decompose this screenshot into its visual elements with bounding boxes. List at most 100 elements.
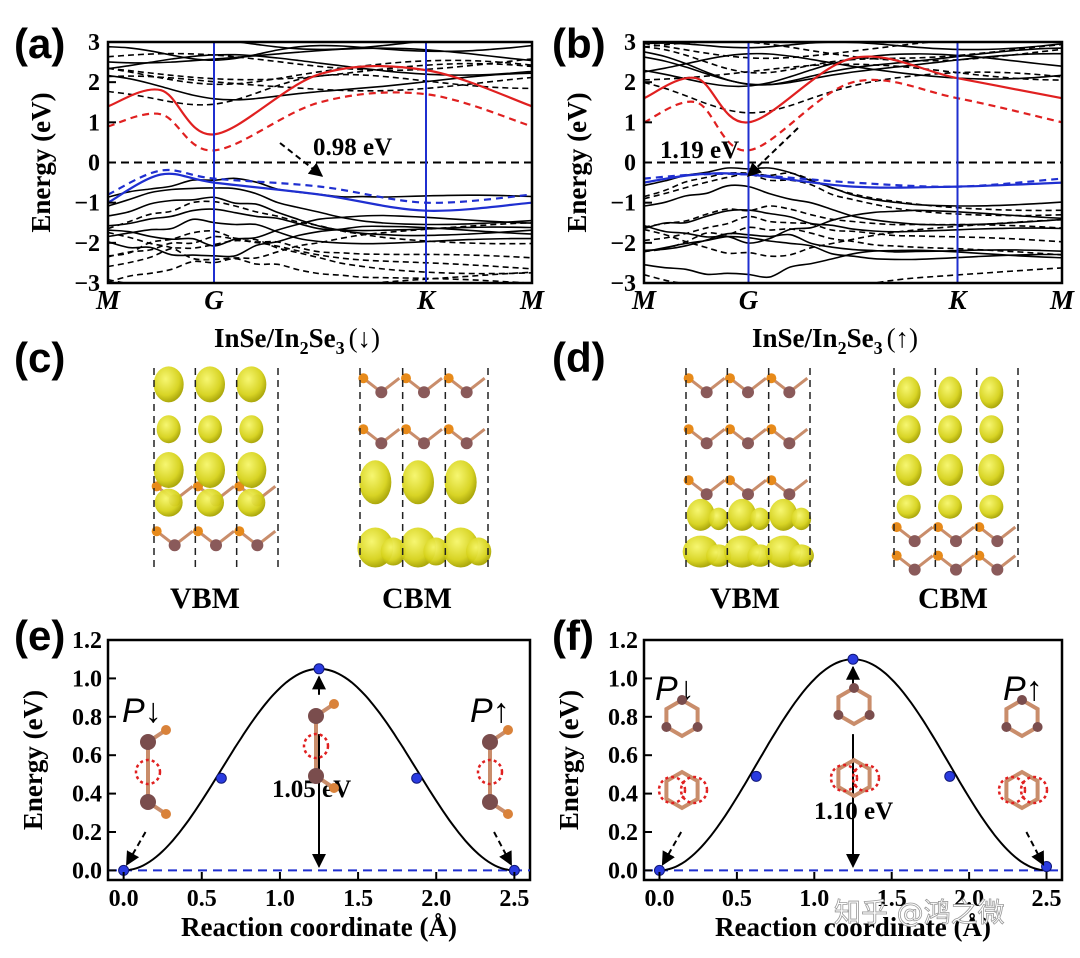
vacancy-marker	[657, 775, 687, 805]
gap-arrow-a	[279, 142, 324, 177]
orbital-lobe	[937, 454, 963, 486]
y-tick-label: 0.4	[72, 782, 102, 808]
band-line	[108, 230, 532, 275]
kpoint-label: K	[416, 285, 437, 315]
y-axis-label: Energy (eV)	[562, 92, 592, 232]
kpoint-label: M	[631, 285, 657, 315]
y-axis-label: Energy (eV)	[26, 92, 56, 232]
orbital-lobe	[402, 460, 434, 505]
material-label-a: InSe/In2Se3 (↓)	[214, 323, 380, 358]
orbital-lobe	[237, 488, 266, 517]
y-tick-label: 0.8	[608, 705, 638, 731]
x-tick-label: 0.0	[109, 886, 139, 912]
kpoint-label: M	[519, 285, 545, 315]
in-atom	[375, 437, 388, 450]
y-tick-label: 1.2	[72, 628, 102, 654]
panel-b-label: (b)	[552, 20, 606, 67]
band-line	[232, 42, 423, 51]
orbital-lobe	[769, 498, 798, 531]
x-tick-label: 1.0	[799, 886, 829, 912]
se-atom	[725, 373, 735, 384]
in-atom	[308, 768, 324, 784]
orbital-lobe	[938, 376, 962, 409]
se-atom	[443, 373, 454, 384]
y-tick-label: 0.8	[72, 705, 102, 731]
band-line	[644, 42, 940, 60]
orbital-lobe	[423, 537, 449, 566]
in-atom	[482, 794, 498, 810]
orbital-c-cbm	[357, 368, 492, 572]
se-atom	[683, 475, 694, 486]
structures-e	[134, 699, 513, 819]
band-line	[644, 226, 1062, 256]
orbital-lobe	[978, 454, 1005, 486]
in-atom	[168, 539, 181, 552]
se-atom	[161, 725, 171, 735]
orbital-lobe	[896, 494, 921, 519]
y-axis-label: Energy (eV)	[18, 690, 48, 830]
panel-d: (d) VBM CBM	[552, 334, 1019, 615]
panel-c-label: (c)	[14, 334, 65, 381]
data-point	[411, 772, 423, 784]
se-atom	[891, 522, 902, 533]
in-atom	[140, 734, 156, 750]
band-line	[644, 209, 1062, 233]
band-line	[108, 75, 532, 92]
left-state-arrow	[125, 831, 147, 866]
se-atom	[401, 373, 411, 384]
x-axis-label: Reaction coordinate (Å)	[715, 912, 991, 942]
data-point	[313, 663, 325, 675]
barrier-chart-f: 0.0 0.2 0.4 0.6 0.8 1.0 1.2 0.0 0.5 1.0 1.5 2.0 2.5 R…	[554, 628, 1064, 942]
y-tick-label: 0.6	[72, 743, 102, 769]
kpoint-label: K	[947, 285, 968, 315]
right-state-e: P↑	[470, 692, 510, 730]
x-tick-label: 1.0	[265, 886, 295, 912]
cbm-label-d: CBM	[918, 582, 988, 615]
gap-arrow-b	[746, 127, 799, 177]
ring	[836, 757, 872, 799]
y-tick-label: 2	[88, 70, 100, 96]
orbital-lobe	[750, 507, 770, 531]
se-atom	[766, 424, 777, 435]
y-tick-label: 3	[624, 30, 636, 56]
x-tick-label: 2.5	[1032, 886, 1062, 912]
ring	[836, 685, 872, 727]
band-line	[108, 225, 532, 258]
y-tick-label: −2	[74, 231, 100, 257]
se-atom	[766, 475, 777, 486]
gap-label-b: 1.19 eV	[660, 137, 739, 164]
orbital-d-cbm	[891, 368, 1019, 576]
in-atom	[783, 437, 796, 450]
orbital-lobe	[791, 507, 812, 531]
band-line	[108, 187, 532, 226]
in-atom	[908, 563, 921, 576]
data-point	[944, 770, 956, 782]
y-tick-label: 0.0	[608, 858, 638, 884]
y-tick-label: −1	[74, 191, 100, 217]
right-state-arrow	[493, 831, 513, 866]
y-tick-label: 0.0	[72, 858, 102, 884]
in-atom	[742, 437, 754, 450]
x-tick-label: 0.5	[722, 886, 752, 912]
x-tick-label: 2.0	[421, 886, 451, 912]
orbital-lobe	[236, 452, 267, 488]
se-atom	[503, 725, 513, 735]
orbital-lobe	[153, 366, 184, 403]
orbital-lobe	[195, 366, 225, 403]
se-atom	[725, 475, 735, 486]
material-label-b: InSe/In2Se3 (↑)	[752, 323, 918, 358]
se-atom	[161, 809, 171, 819]
panel-e: (e) 0.0 0.2 0.4 0.6 0.8 1.0 1.2 0.0 0.5 1.0 1.5 2.0…	[14, 612, 532, 942]
series-cbm-band-spin-up-	[643, 55, 1063, 124]
panel-f-label: (f)	[552, 612, 594, 659]
y-tick-label: 2	[624, 70, 636, 96]
orbital-lobe	[728, 498, 756, 531]
series-vbm-band-spin-up-	[107, 172, 533, 212]
panel-c: (c) VBM CBM	[14, 334, 492, 615]
band-line	[108, 73, 532, 106]
vacancy-marker	[997, 775, 1027, 805]
kpoint-label: G	[204, 285, 224, 315]
vbm-label-d: VBM	[710, 582, 780, 615]
orbital-lobe	[686, 498, 715, 531]
kpoint-label: M	[1049, 285, 1075, 315]
